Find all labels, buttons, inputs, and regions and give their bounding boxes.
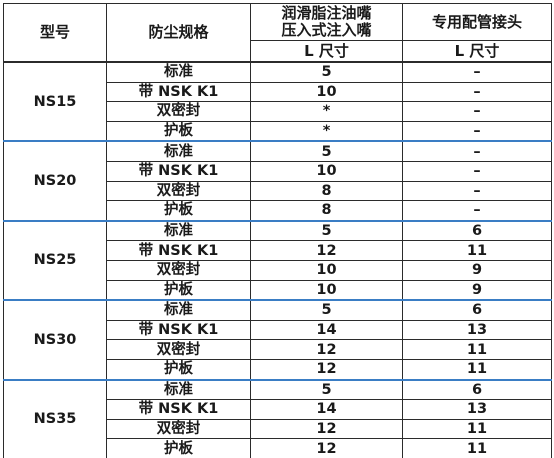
spec-cell: 双密封: [106, 259, 251, 281]
table-row: 双密封 * –: [4, 101, 552, 122]
table-row: 带 NSK K1 12 11: [4, 240, 552, 261]
l-fitting-cell: 11: [402, 418, 552, 439]
l-nipple-cell: *: [250, 101, 403, 122]
spec-cell: 护板: [106, 200, 251, 221]
table-body: NS15 标准 5– 带 NSK K1 10– 双密封 * – 护板 * – NS20 标准 5– 带 NS…: [3, 60, 552, 458]
table-row: 双密封 10 9: [4, 259, 552, 281]
model-cell: NS15: [3, 60, 107, 142]
l-fitting-cell: 9: [402, 279, 552, 301]
table-row: 双密封 12 11: [4, 339, 552, 360]
table-row: NS25 标准 5 6: [3, 219, 552, 301]
model-cell: NS30: [3, 299, 107, 380]
l-fitting-cell: 6: [402, 299, 552, 321]
header-grease-nipple-line2: 压入式注入嘴: [281, 21, 372, 39]
model-cell: NS25: [3, 219, 107, 301]
l-nipple-cell: 10: [250, 160, 403, 182]
table-row: NS15 标准 5–: [3, 60, 552, 142]
table-row: NS30 标准 5 6: [3, 299, 552, 380]
l-nipple-cell: 12: [250, 339, 403, 360]
l-fitting-cell: –: [402, 60, 552, 83]
l-nipple-cell: 5: [250, 299, 403, 321]
l-nipple-cell: 8: [250, 200, 403, 221]
l-nipple-cell: 14: [250, 319, 403, 340]
model-cell: NS35: [3, 378, 107, 458]
l-fitting-cell: 13: [402, 399, 552, 420]
header-fitting-unit: L 尺寸: [402, 40, 552, 63]
l-nipple-cell: 12: [250, 438, 403, 458]
l-nipple-cell: 14: [250, 399, 403, 420]
l-fitting-cell: 11: [402, 438, 552, 458]
l-nipple-cell: 10: [250, 279, 403, 301]
table-row: 带 NSK K1 14 13: [4, 319, 552, 340]
table-row: NS35 标准 5 6: [3, 378, 552, 458]
spec-cell: 双密封: [106, 101, 251, 122]
spec-cell: 标准: [106, 219, 251, 241]
spec-cell: 双密封: [106, 339, 251, 360]
l-fitting-cell: 6: [402, 219, 552, 241]
table-row: 带 NSK K1 14 13: [4, 399, 552, 420]
spec-cell: 带 NSK K1: [106, 240, 251, 261]
table-row: 护板 * –: [4, 120, 552, 142]
l-nipple-cell: 12: [250, 358, 403, 380]
l-fitting-cell: –: [402, 81, 552, 102]
spec-cell: 标准: [106, 140, 251, 162]
spec-cell: 标准: [106, 299, 251, 321]
spec-cell: 标准: [106, 378, 251, 400]
table-header: 型号 防尘规格 润滑脂注油嘴 压入式注入嘴 专用配管接头 L 尺寸 L 尺寸: [3, 3, 552, 63]
spec-cell: 带 NSK K1: [106, 399, 251, 420]
l-nipple-cell: 10: [250, 259, 403, 281]
header-fitting: 专用配管接头: [402, 3, 552, 41]
spec-cell: 双密封: [106, 418, 251, 439]
table-row: 双密封 8–: [4, 180, 552, 201]
spec-cell: 带 NSK K1: [106, 319, 251, 340]
table-row: 带 NSK K1 10–: [4, 81, 552, 102]
l-nipple-cell: *: [250, 120, 403, 142]
l-nipple-cell: 5: [250, 60, 403, 83]
l-nipple-cell: 5: [250, 140, 403, 162]
spec-cell: 护板: [106, 120, 251, 142]
l-fitting-cell: –: [402, 160, 552, 182]
l-nipple-cell: 5: [250, 378, 403, 400]
l-fitting-cell: 6: [402, 378, 552, 400]
header-grease-nipple-unit: L 尺寸: [250, 40, 403, 63]
header-grease-nipple-line1: 润滑脂注油嘴: [281, 4, 372, 22]
table-row: 带 NSK K1 10–: [4, 160, 552, 182]
l-fitting-cell: 13: [402, 319, 552, 340]
l-fitting-cell: 11: [402, 358, 552, 380]
l-nipple-cell: 5: [250, 219, 403, 241]
model-cell: NS20: [3, 140, 107, 221]
l-fitting-cell: –: [402, 120, 552, 142]
spec-cell: 带 NSK K1: [106, 81, 251, 102]
l-nipple-cell: 12: [250, 240, 403, 261]
l-fitting-cell: –: [402, 200, 552, 221]
l-fitting-cell: –: [402, 101, 552, 122]
header-grease-nipple: 润滑脂注油嘴 压入式注入嘴: [250, 3, 403, 41]
l-nipple-cell: 12: [250, 418, 403, 439]
table-row: 护板 8–: [4, 200, 552, 221]
l-fitting-cell: 11: [402, 339, 552, 360]
spec-cell: 标准: [106, 60, 251, 83]
l-nipple-cell: 10: [250, 81, 403, 102]
lubrication-spec-table: 型号 防尘规格 润滑脂注油嘴 压入式注入嘴 专用配管接头 L 尺寸 L 尺寸 N…: [3, 3, 552, 458]
table-row: NS20 标准 5–: [3, 140, 552, 221]
spec-cell: 护板: [106, 438, 251, 458]
l-fitting-cell: 9: [402, 259, 552, 281]
spec-cell: 护板: [106, 358, 251, 380]
l-fitting-cell: 11: [402, 240, 552, 261]
header-dust-spec: 防尘规格: [106, 3, 251, 63]
spec-cell: 双密封: [106, 180, 251, 201]
header-model: 型号: [3, 3, 107, 63]
table-row: 护板 12 11: [4, 358, 552, 380]
table-row: 双密封 12 11: [4, 418, 552, 439]
l-fitting-cell: –: [402, 180, 552, 201]
table-row: 护板 10 9: [4, 279, 552, 301]
l-fitting-cell: –: [402, 140, 552, 162]
l-nipple-cell: 8: [250, 180, 403, 201]
spec-cell: 护板: [106, 279, 251, 301]
spec-cell: 带 NSK K1: [106, 160, 251, 182]
